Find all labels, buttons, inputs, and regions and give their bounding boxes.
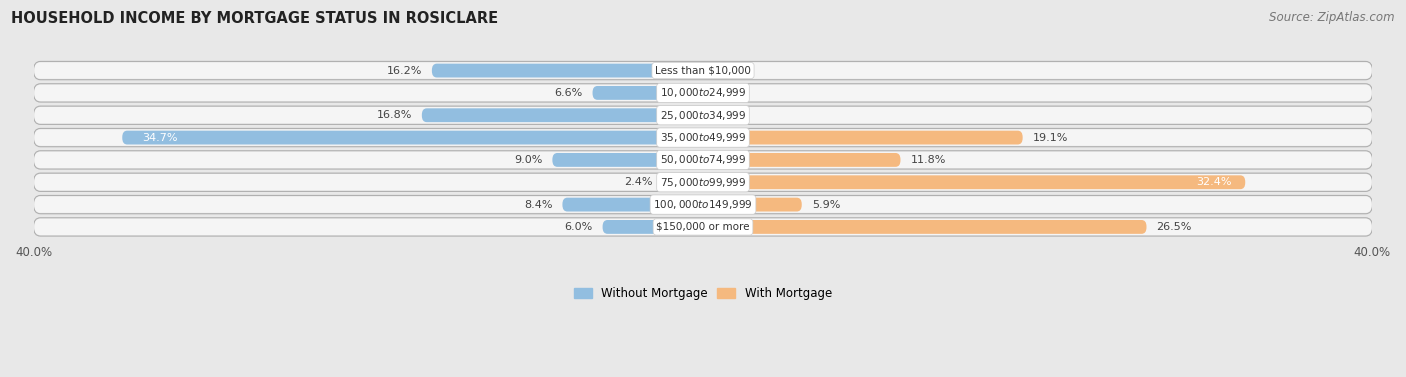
Text: 6.0%: 6.0%: [564, 222, 592, 232]
FancyBboxPatch shape: [34, 151, 1372, 169]
Text: 8.4%: 8.4%: [524, 199, 553, 210]
FancyBboxPatch shape: [34, 129, 1372, 146]
FancyBboxPatch shape: [703, 153, 900, 167]
Text: HOUSEHOLD INCOME BY MORTGAGE STATUS IN ROSICLARE: HOUSEHOLD INCOME BY MORTGAGE STATUS IN R…: [11, 11, 498, 26]
FancyBboxPatch shape: [34, 173, 1372, 192]
FancyBboxPatch shape: [703, 131, 1022, 144]
Text: $50,000 to $74,999: $50,000 to $74,999: [659, 153, 747, 166]
FancyBboxPatch shape: [34, 85, 1372, 101]
FancyBboxPatch shape: [432, 64, 703, 78]
Text: 34.7%: 34.7%: [142, 133, 177, 143]
FancyBboxPatch shape: [34, 219, 1372, 235]
FancyBboxPatch shape: [703, 220, 1146, 234]
FancyBboxPatch shape: [122, 131, 703, 144]
FancyBboxPatch shape: [34, 84, 1372, 102]
FancyBboxPatch shape: [34, 129, 1372, 147]
Text: 19.1%: 19.1%: [1032, 133, 1069, 143]
FancyBboxPatch shape: [34, 62, 1372, 79]
FancyBboxPatch shape: [34, 152, 1372, 168]
FancyBboxPatch shape: [703, 175, 1246, 189]
Text: $75,000 to $99,999: $75,000 to $99,999: [659, 176, 747, 189]
FancyBboxPatch shape: [592, 86, 703, 100]
Text: Less than $10,000: Less than $10,000: [655, 66, 751, 75]
FancyBboxPatch shape: [34, 195, 1372, 214]
FancyBboxPatch shape: [553, 153, 703, 167]
Text: Source: ZipAtlas.com: Source: ZipAtlas.com: [1270, 11, 1395, 24]
Text: 16.2%: 16.2%: [387, 66, 422, 75]
Text: 11.8%: 11.8%: [911, 155, 946, 165]
Text: 6.6%: 6.6%: [554, 88, 582, 98]
Text: 0.0%: 0.0%: [713, 88, 741, 98]
Text: $100,000 to $149,999: $100,000 to $149,999: [654, 198, 752, 211]
FancyBboxPatch shape: [703, 198, 801, 211]
FancyBboxPatch shape: [34, 218, 1372, 236]
Text: 26.5%: 26.5%: [1157, 222, 1192, 232]
Text: 5.9%: 5.9%: [811, 199, 841, 210]
Text: 16.8%: 16.8%: [377, 110, 412, 120]
FancyBboxPatch shape: [34, 174, 1372, 190]
Text: $150,000 or more: $150,000 or more: [657, 222, 749, 232]
Text: 0.0%: 0.0%: [713, 66, 741, 75]
FancyBboxPatch shape: [603, 220, 703, 234]
Text: 32.4%: 32.4%: [1197, 177, 1232, 187]
FancyBboxPatch shape: [422, 108, 703, 122]
FancyBboxPatch shape: [34, 107, 1372, 124]
FancyBboxPatch shape: [34, 196, 1372, 213]
FancyBboxPatch shape: [34, 106, 1372, 124]
Text: 9.0%: 9.0%: [515, 155, 543, 165]
Text: 0.0%: 0.0%: [713, 110, 741, 120]
FancyBboxPatch shape: [562, 198, 703, 211]
Legend: Without Mortgage, With Mortgage: Without Mortgage, With Mortgage: [569, 282, 837, 305]
Text: $25,000 to $34,999: $25,000 to $34,999: [659, 109, 747, 122]
FancyBboxPatch shape: [34, 61, 1372, 80]
FancyBboxPatch shape: [662, 175, 703, 189]
Text: $10,000 to $24,999: $10,000 to $24,999: [659, 86, 747, 100]
Text: 2.4%: 2.4%: [624, 177, 652, 187]
Text: $35,000 to $49,999: $35,000 to $49,999: [659, 131, 747, 144]
